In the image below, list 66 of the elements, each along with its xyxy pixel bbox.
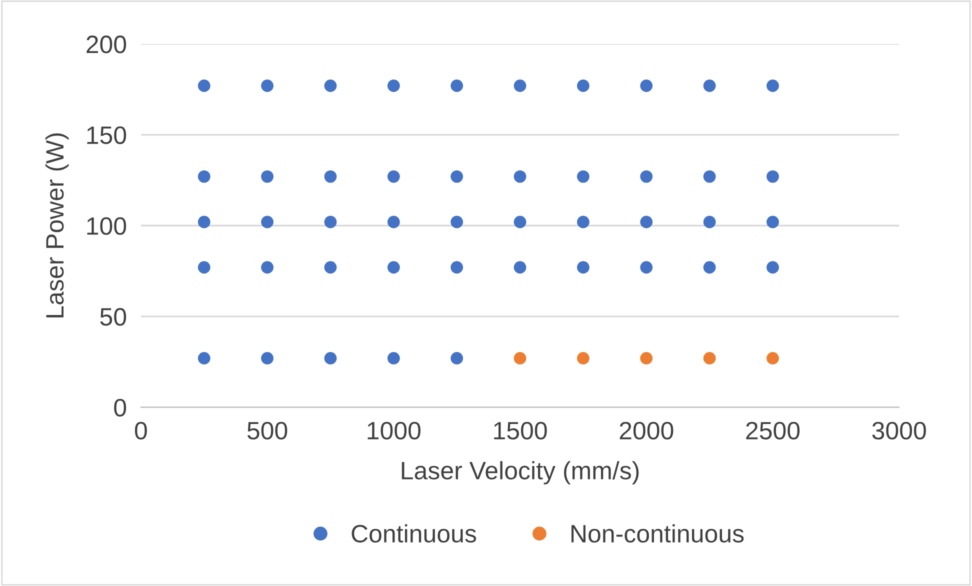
point [766,216,779,228]
point [514,261,526,274]
x-tick-label: 3000 [872,422,926,440]
point [450,352,464,364]
x-tick-label: 2500 [746,422,800,440]
point [198,170,210,183]
point [576,80,590,92]
point [576,170,590,183]
point [514,80,526,92]
x-tick-label: 1000 [368,422,420,440]
point [198,80,210,92]
y-tick-label: 50 [100,308,126,326]
point [387,261,400,274]
y-tick-label: 150 [87,126,126,144]
point [261,80,274,92]
point [640,216,653,228]
point [766,80,779,92]
point [703,170,716,183]
point [324,261,337,274]
point [261,261,274,274]
y-tick-label: 100 [87,217,126,235]
y-axis-title: Laser Power (W) [45,133,69,318]
point [766,352,779,364]
point [766,170,779,183]
point [576,352,590,364]
y-tick-label: 200 [86,36,126,54]
point [703,352,716,364]
point [198,216,210,228]
point [576,216,590,228]
point [324,352,337,364]
point [640,170,653,183]
x-axis-title: Laser Velocity (mm/s) [402,461,639,484]
x-tick-label: 500 [247,422,288,440]
point [450,216,464,228]
point [387,80,400,92]
y-tick-label: 0 [114,398,126,417]
point [261,352,274,364]
point [198,261,210,274]
x-tick-label: 2000 [620,422,674,440]
x-tick-label: 1500 [494,422,547,440]
point [514,352,526,364]
point [766,261,779,274]
point [514,170,526,183]
point [514,216,526,228]
point [324,80,337,92]
point [450,170,464,183]
point [261,170,274,183]
point [261,216,274,228]
point [703,80,716,92]
point [640,80,653,92]
legend-label: Continuous [352,524,476,543]
legend-label: Non-continuous [572,524,744,543]
point [450,80,464,92]
point [576,261,590,274]
point [640,352,653,364]
point [640,261,653,274]
point [703,261,716,274]
x-tick-label: 0 [134,422,147,440]
point [387,170,400,183]
point [703,216,716,228]
point [387,216,400,228]
point [324,170,337,183]
point [324,216,337,228]
point [450,261,464,274]
point [198,352,210,364]
point [387,352,400,364]
